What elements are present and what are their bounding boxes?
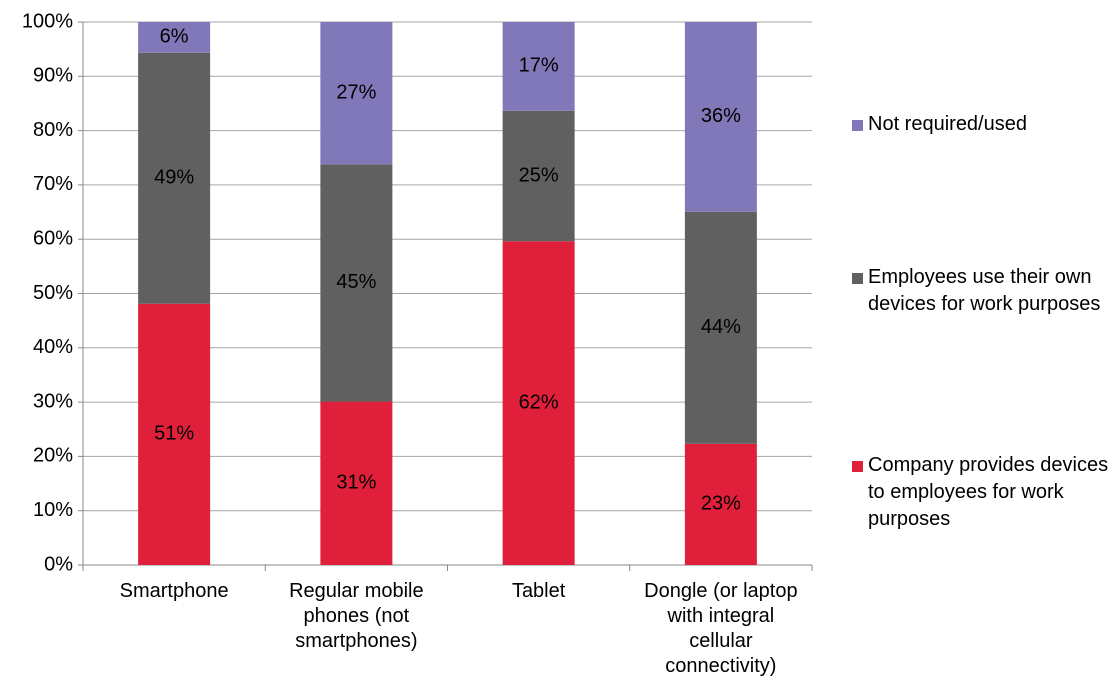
data-label: 17% <box>519 55 559 77</box>
bar-segment <box>138 22 211 53</box>
bar-segment <box>684 211 757 444</box>
legend-swatch <box>852 461 863 472</box>
bar-segment <box>320 164 393 402</box>
y-tick-label: 20% <box>33 445 73 467</box>
data-label: 36% <box>701 105 741 127</box>
data-label: 62% <box>519 391 559 413</box>
legend-label: Company provides devices to employees fo… <box>868 454 1109 530</box>
bar-segment <box>502 241 575 566</box>
bar-segment <box>320 22 393 165</box>
y-tick-label: 80% <box>33 119 73 141</box>
bar-segment <box>502 110 575 242</box>
legend-label: Employees use their own devices for work… <box>868 266 1101 315</box>
y-tick-label: 40% <box>33 336 73 358</box>
bar-segment <box>684 443 757 565</box>
y-tick-label: 50% <box>33 282 73 304</box>
bar-segment <box>502 22 575 111</box>
bar-segment <box>684 22 757 212</box>
y-tick-label: 10% <box>33 499 73 521</box>
bar-segment <box>138 303 211 565</box>
y-tick-label: 30% <box>33 390 73 412</box>
data-label: 23% <box>701 493 741 515</box>
data-label: 45% <box>336 271 376 293</box>
data-label: 44% <box>701 316 741 338</box>
data-label: 31% <box>336 472 376 494</box>
y-tick-label: 90% <box>33 65 73 87</box>
x-tick-label: Dongle (or laptop with integral cellular… <box>644 580 798 677</box>
legend-swatch <box>852 120 863 131</box>
x-tick-label: Regular mobile phones (not smartphones) <box>289 580 424 652</box>
legend-swatch <box>852 273 863 284</box>
data-label: 51% <box>154 423 194 445</box>
y-tick-label: 70% <box>33 173 73 195</box>
data-label: 6% <box>160 26 189 48</box>
x-tick-label: Tablet <box>511 580 566 602</box>
y-tick-label: 100% <box>22 10 73 32</box>
y-tick-label: 60% <box>33 227 73 249</box>
bar-segment <box>138 52 211 304</box>
y-tick-label: 0% <box>44 553 73 575</box>
data-label: 25% <box>519 164 559 186</box>
data-label: 49% <box>154 167 194 189</box>
x-tick-label: Smartphone <box>119 580 229 602</box>
bar-segment <box>320 401 393 565</box>
legend-label: Not required/used <box>868 113 1027 135</box>
data-label: 27% <box>336 81 376 103</box>
